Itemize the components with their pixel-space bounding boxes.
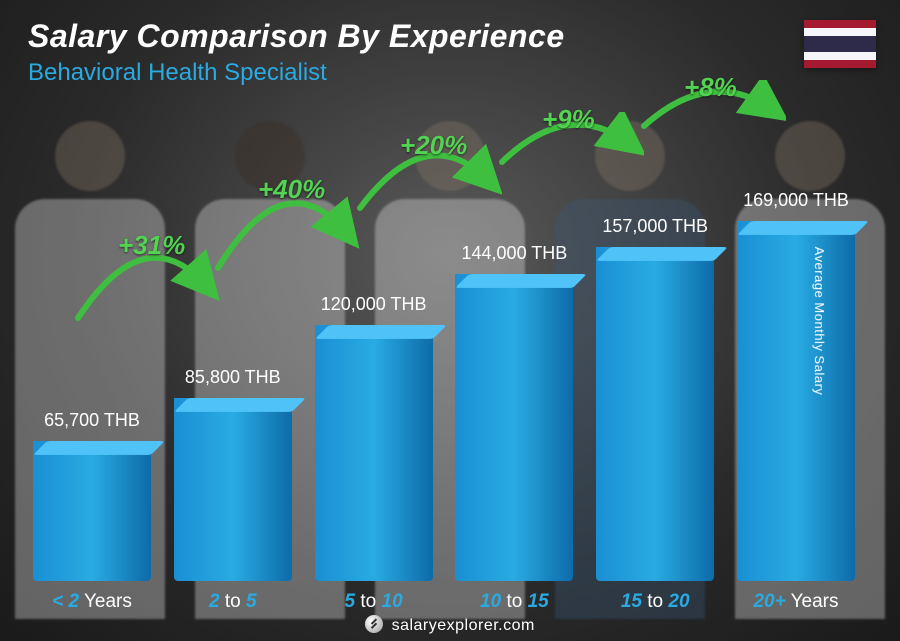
footer: salaryexplorer.com xyxy=(0,615,900,635)
bar-value-label: 157,000 THB xyxy=(602,216,708,237)
growth-arc-label: +31% xyxy=(118,230,185,261)
bar-value-label: 144,000 THB xyxy=(462,243,568,264)
bar-column: 169,000 THB xyxy=(732,190,860,581)
chart-title: Salary Comparison By Experience xyxy=(28,18,565,55)
bar-value-label: 169,000 THB xyxy=(743,190,849,211)
bar-value-label: 120,000 THB xyxy=(321,294,427,315)
bar xyxy=(455,274,573,581)
x-axis-label: < 2 Years xyxy=(28,591,156,613)
bar xyxy=(33,441,151,581)
x-axis-label: 15 to 20 xyxy=(591,591,719,613)
bar-column: 120,000 THB xyxy=(310,294,438,581)
growth-arc-label: +40% xyxy=(258,174,325,205)
growth-arc-label: +9% xyxy=(542,104,595,135)
bar xyxy=(596,247,714,581)
x-axis-label: 20+ Years xyxy=(732,591,860,613)
bar xyxy=(315,325,433,581)
bar-value-label: 85,800 THB xyxy=(185,367,281,388)
growth-arc-label: +20% xyxy=(400,130,467,161)
bar-chart: 65,700 THB 85,800 THB 120,000 THB 144,00… xyxy=(28,101,860,581)
x-axis-label: 5 to 10 xyxy=(310,591,438,613)
bar-column: 65,700 THB xyxy=(28,410,156,581)
chart-subtitle: Behavioral Health Specialist xyxy=(28,59,565,87)
bar-column: 144,000 THB xyxy=(450,243,578,581)
logo-icon xyxy=(365,615,383,633)
footer-text: salaryexplorer.com xyxy=(392,617,535,634)
x-axis-label: 2 to 5 xyxy=(169,591,297,613)
bar-value-label: 65,700 THB xyxy=(44,410,140,431)
bar xyxy=(174,398,292,581)
thailand-flag-icon xyxy=(804,20,876,68)
bar-column: 85,800 THB xyxy=(169,367,297,581)
x-axis-label: 10 to 15 xyxy=(450,591,578,613)
y-axis-label: Average Monthly Salary xyxy=(812,246,827,395)
x-axis: < 2 Years 2 to 5 5 to 10 10 to 15 15 to 20 20… xyxy=(28,591,860,613)
bar-column: 157,000 THB xyxy=(591,216,719,581)
bar xyxy=(737,221,855,581)
growth-arc-label: +8% xyxy=(684,72,737,103)
header: Salary Comparison By Experience Behavior… xyxy=(28,18,565,87)
